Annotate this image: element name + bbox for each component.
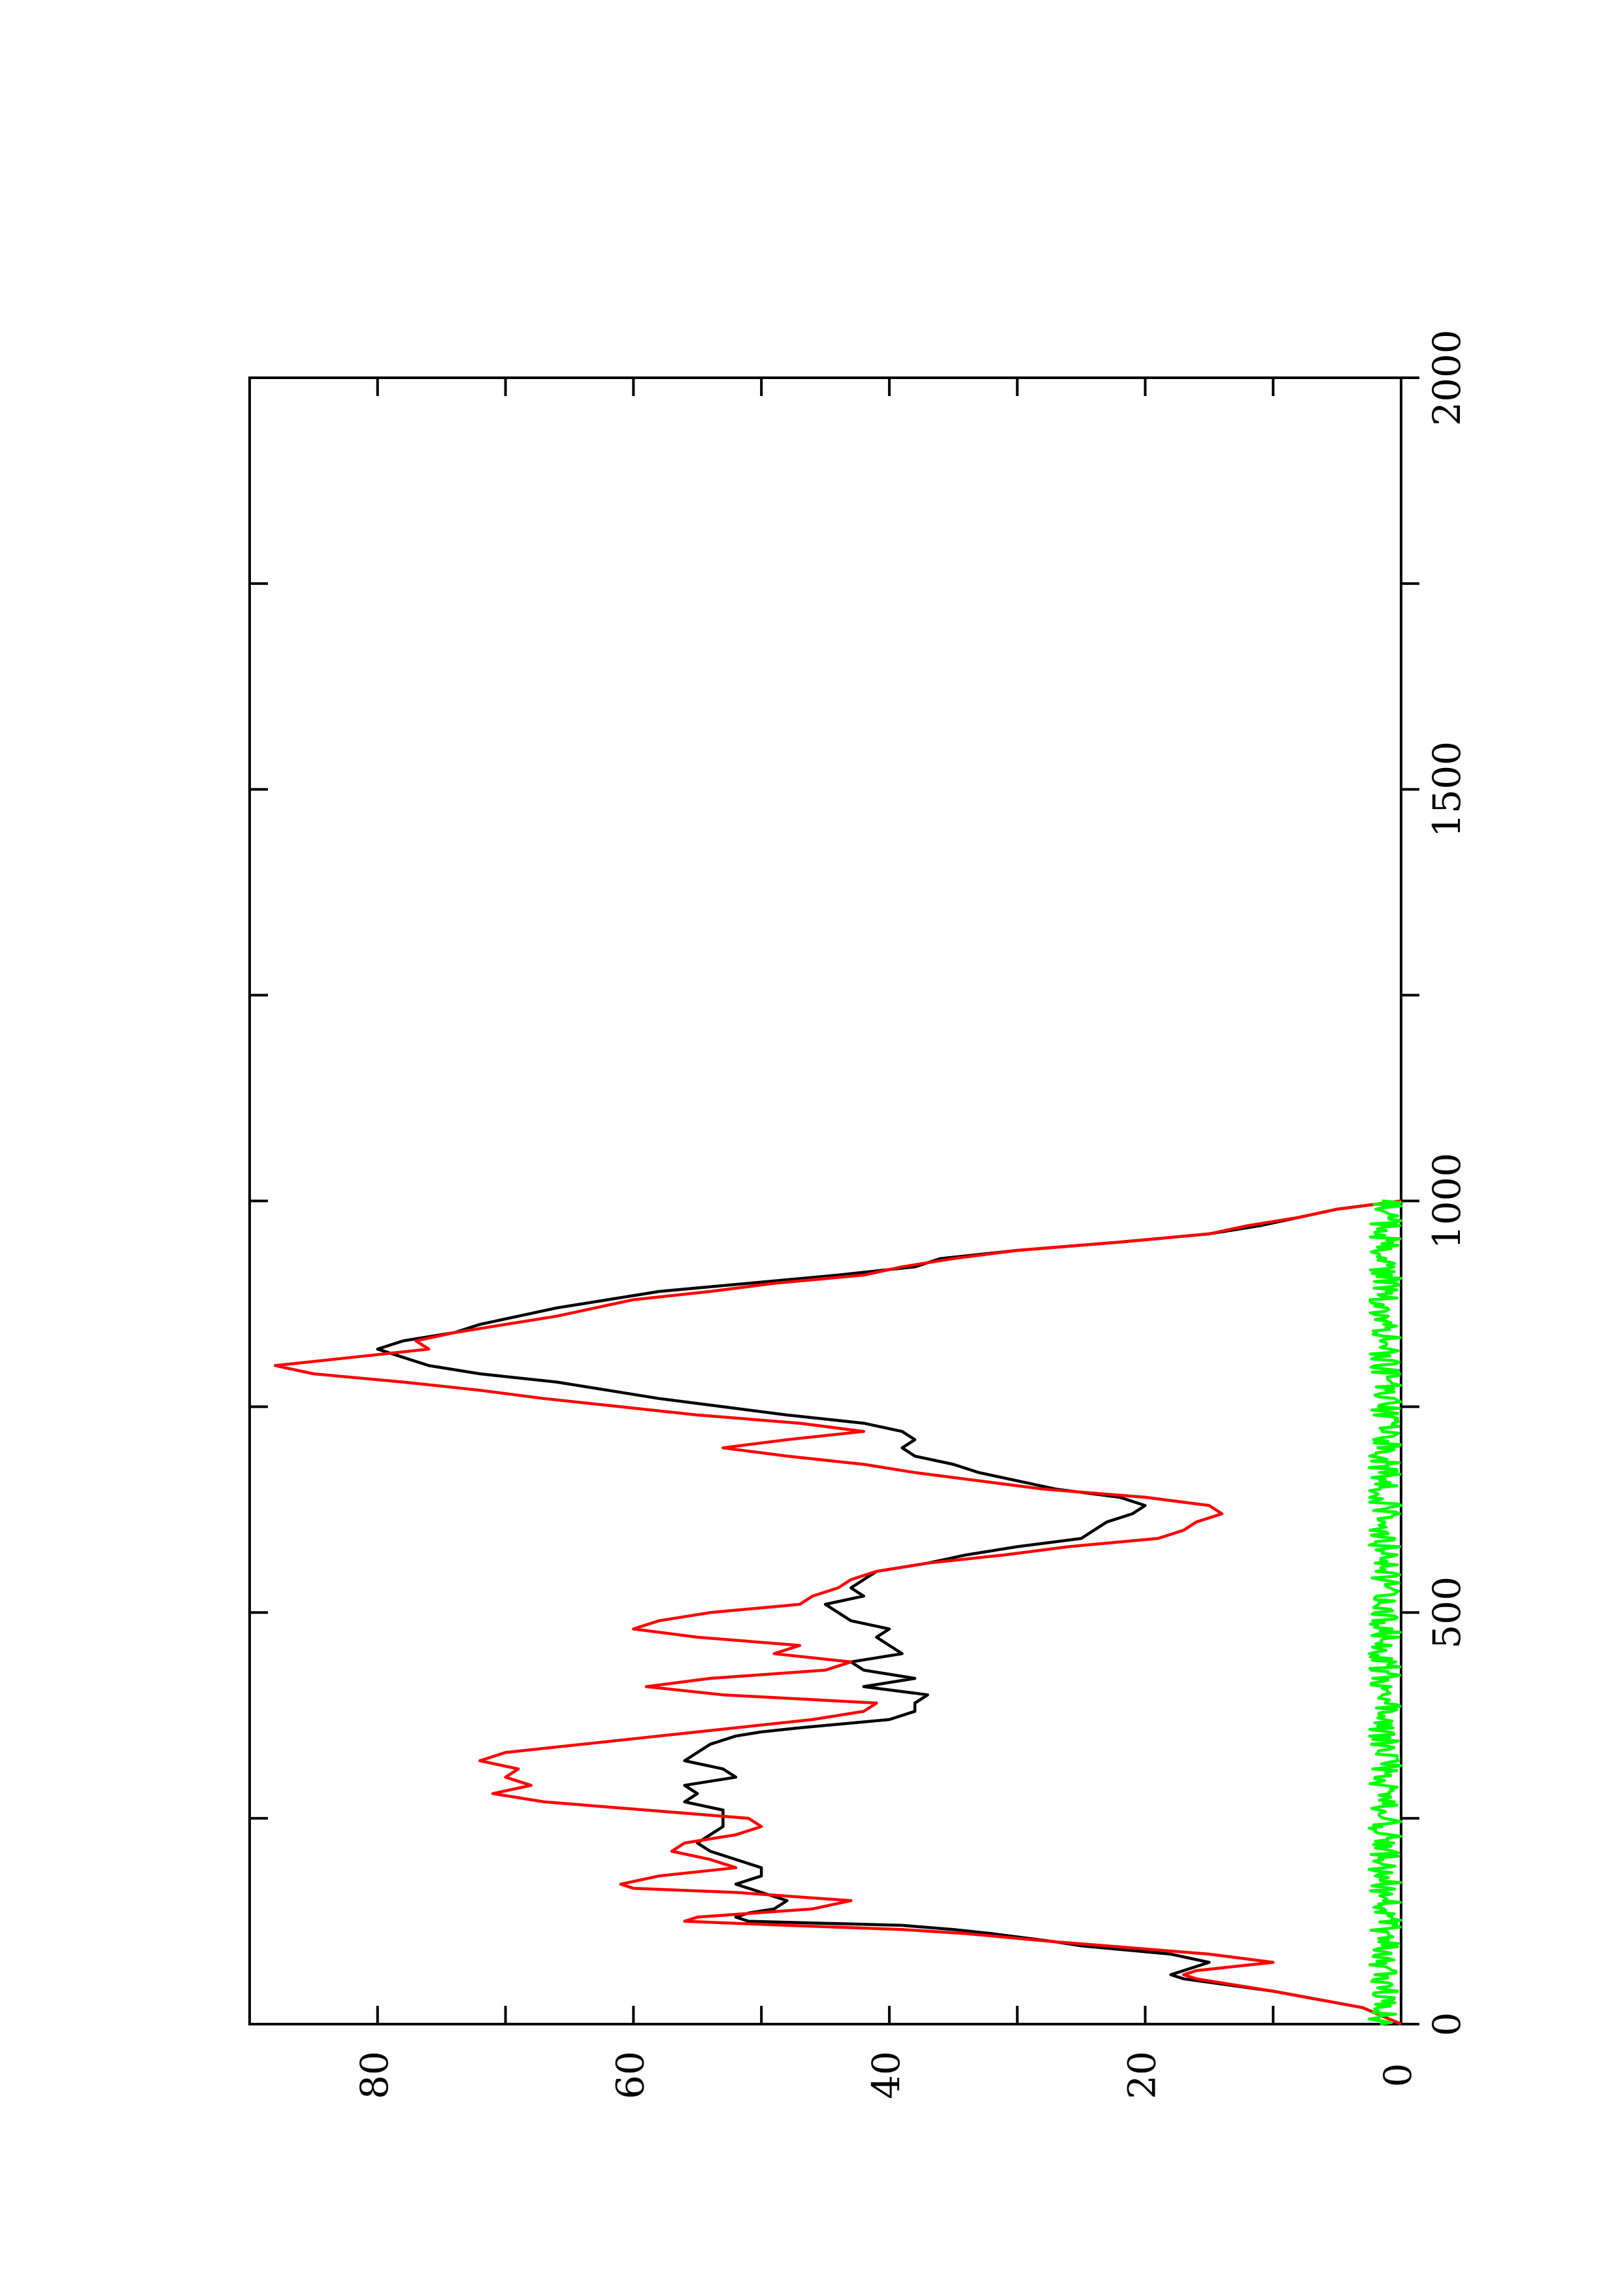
y-tick-label: 0	[1376, 2063, 1420, 2088]
y-tick-label: 80	[352, 2051, 397, 2099]
y-tick-label: 60	[608, 2051, 652, 2099]
x-tick-label: 0	[1425, 2012, 1469, 2037]
x-tick-label: 500	[1425, 1576, 1469, 1649]
plot-layer: 0 500 1000 1500 2000 0 20 40 60 80	[248, 329, 1469, 2099]
y-tick-label: 40	[864, 2051, 908, 2099]
y-tick-label: 20	[1119, 2051, 1164, 2099]
series-black-line	[376, 1199, 1402, 2026]
x-tick-label: 1500	[1425, 741, 1469, 838]
series-green-line	[1367, 1199, 1403, 2026]
x-tick-label: 2000	[1425, 329, 1469, 426]
x-tick-label: 1000	[1425, 1153, 1469, 1250]
series-red-line	[273, 1199, 1402, 2026]
